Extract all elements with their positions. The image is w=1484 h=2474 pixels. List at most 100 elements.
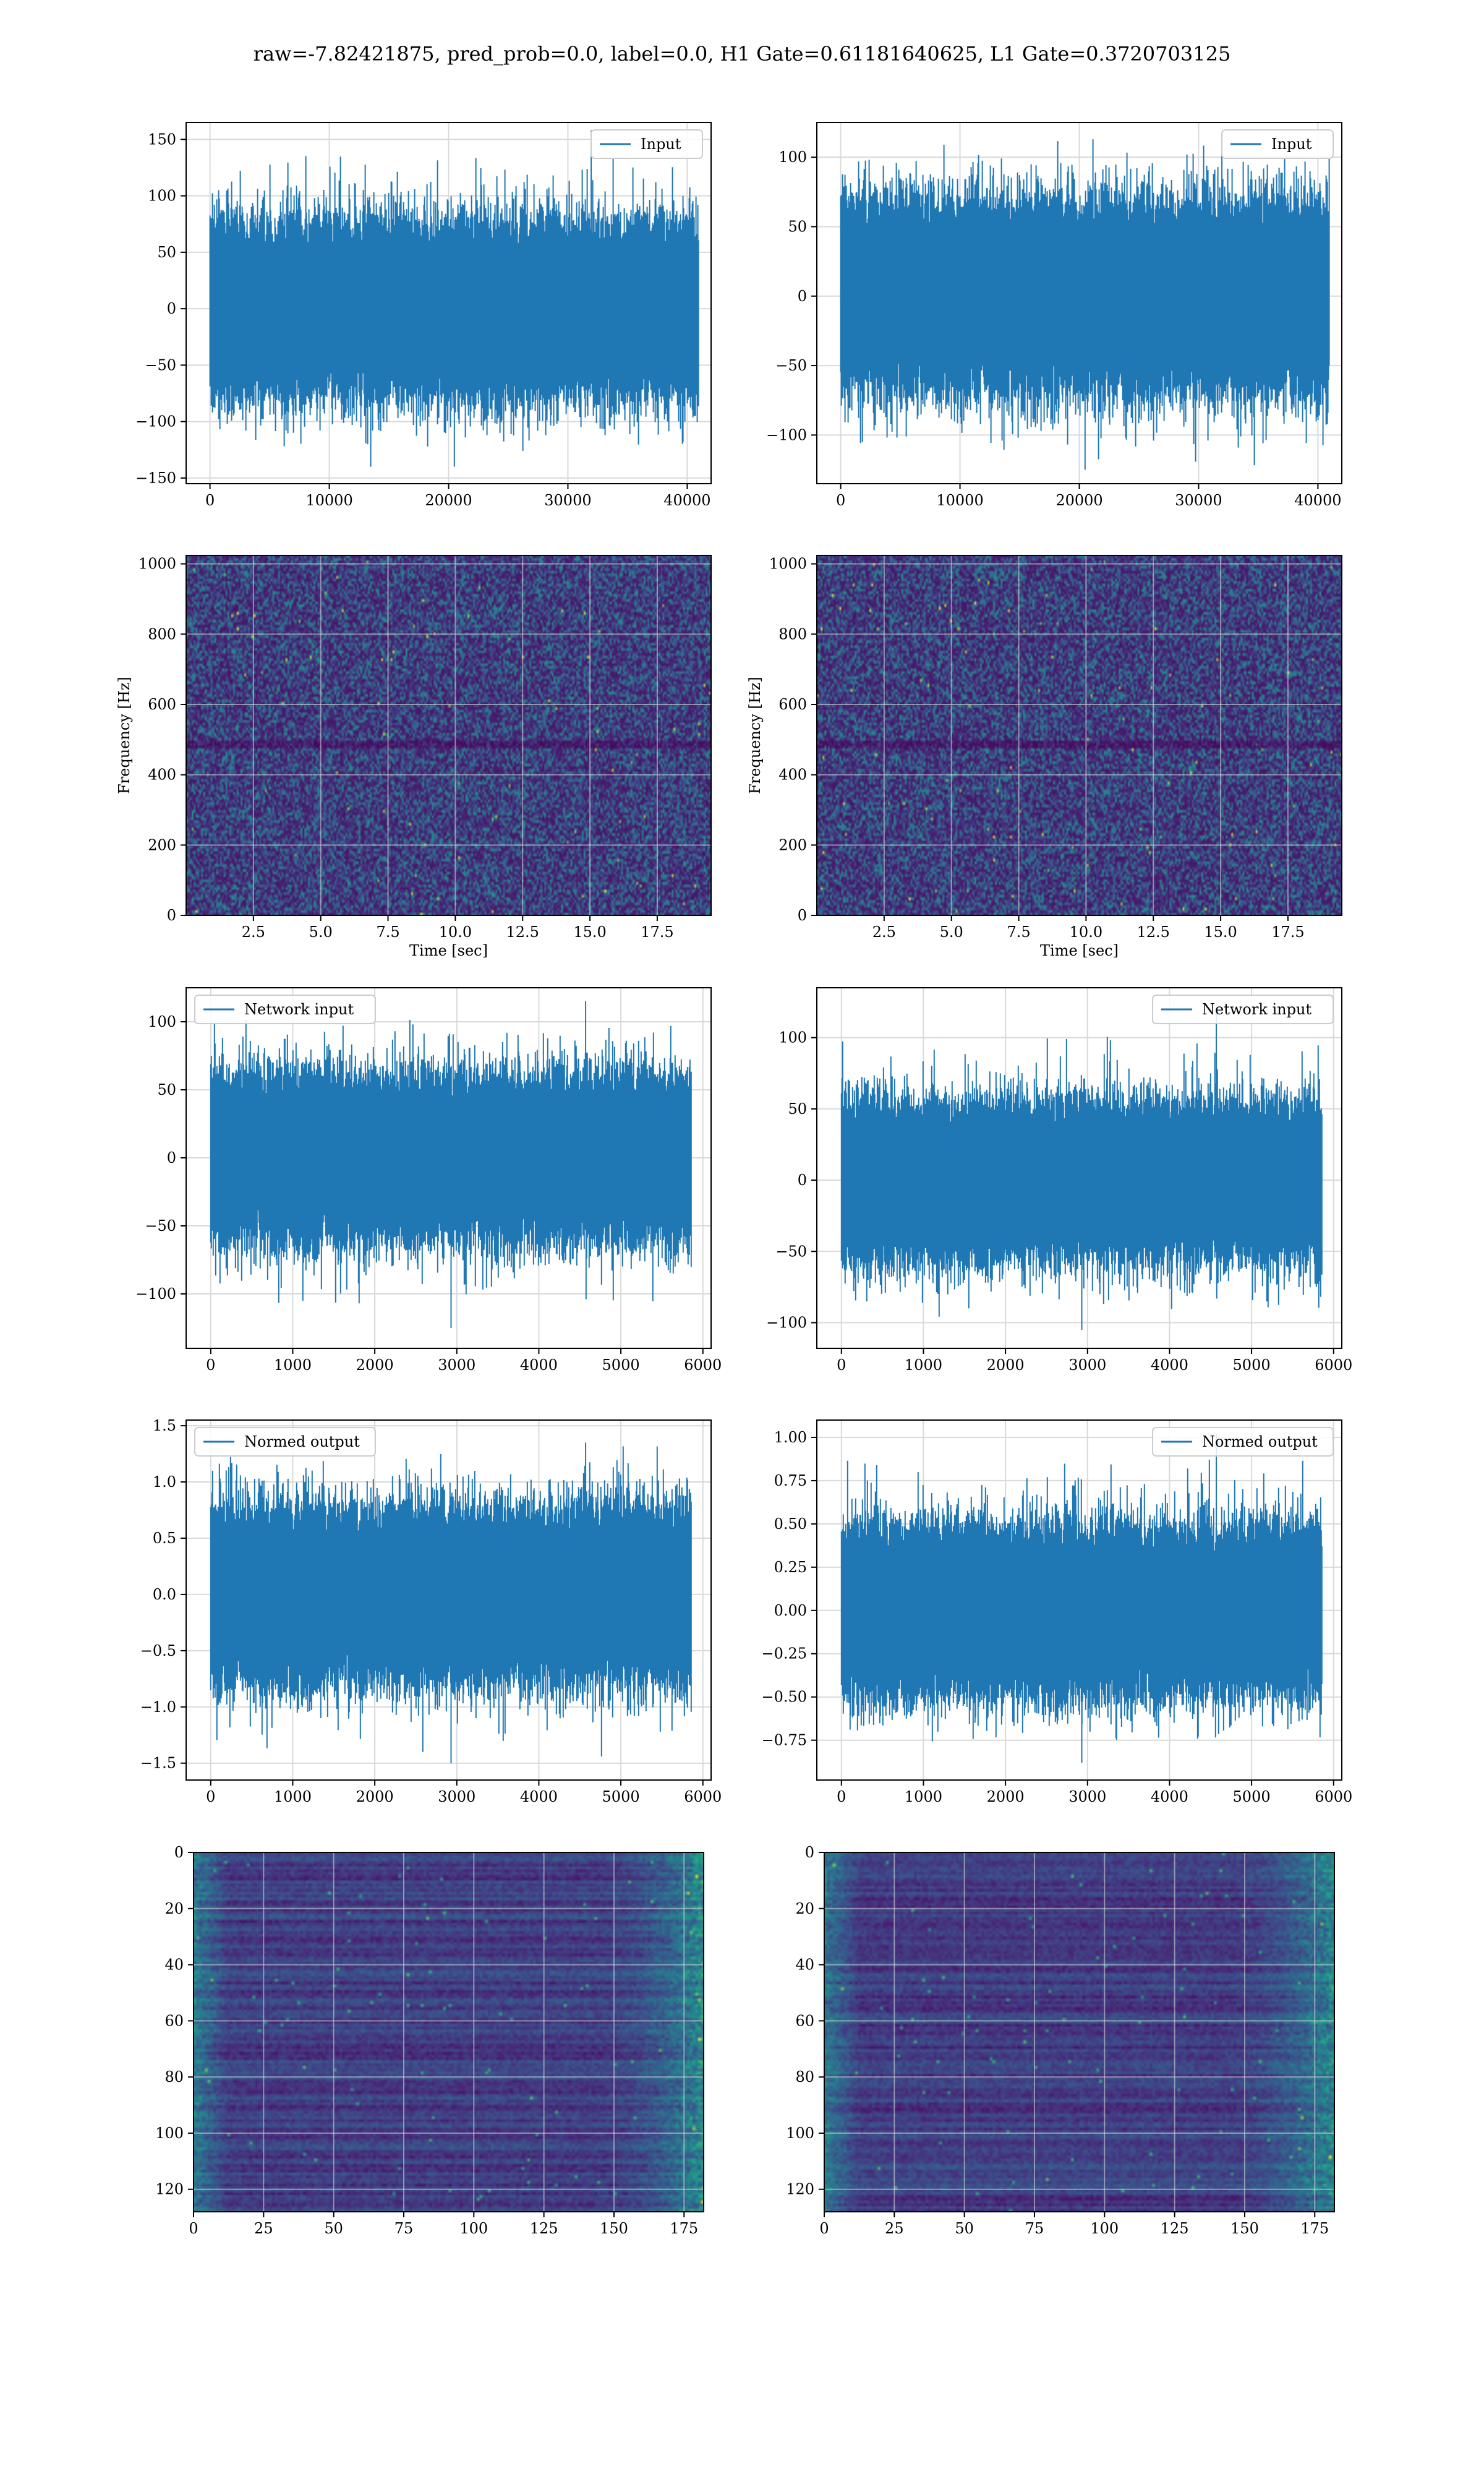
y-tick-label: 100 (786, 2125, 814, 2142)
y-tick-label: 0 (167, 300, 176, 317)
x-tick-label: 175 (670, 2220, 698, 2237)
spectrogram-h1-chart: 2.5 5.0 7.5 10.0 12.5 15.0 17.5 0 200 400 600 800 10… (116, 555, 712, 959)
x-tick-label: 75 (394, 2220, 414, 2237)
y-tick-label: −50 (775, 357, 807, 374)
y-axis-label: Frequency [Hz] (116, 677, 133, 794)
x-tick-label: 17.5 (641, 923, 673, 941)
x-tick-label: 25 (254, 2220, 273, 2237)
legend-label: Network input (244, 1001, 354, 1018)
x-tick-label: 7.5 (376, 923, 399, 941)
y-tick-label: −0.5 (140, 1642, 176, 1659)
y-tick-label: −0.25 (761, 1645, 807, 1663)
axes-frame (816, 987, 1342, 1349)
y-tick-label: 400 (148, 766, 176, 784)
y-tick-label: 400 (778, 766, 807, 784)
x-tick-label: 20000 (1055, 492, 1102, 509)
x-tick-label: 150 (1230, 2220, 1259, 2237)
x-tick-label: 7.5 (1007, 923, 1030, 941)
normed-output-h1-chart: 0 1000 2000 3000 4000 5000 6000 −1.5 −1.0 −0.5 0.0… (140, 1417, 722, 1805)
x-tick-label: 17.5 (1271, 923, 1304, 941)
x-tick-label: 1000 (905, 1788, 942, 1805)
network-input-l1-chart: 0 1000 2000 3000 4000 5000 6000 −100 −50 0 50 100 Ne… (766, 987, 1352, 1374)
x-tick-label: 40000 (663, 492, 710, 509)
x-tick-label: 15.0 (573, 923, 606, 941)
y-tick-label: 50 (788, 218, 807, 235)
y-tick-label: −0.75 (761, 1732, 807, 1749)
y-tick-label: 0 (798, 288, 807, 305)
normed-output-l1-chart: 0 1000 2000 3000 4000 5000 6000 −0.75 −0.50 −0.25… (761, 1419, 1352, 1805)
x-tick-label: 4000 (520, 1356, 558, 1374)
feature-map-l1-chart: 0 25 50 75 100 125 150 175 0 20 40 60 80 100 120 (786, 1844, 1335, 2237)
y-tick-label: 1.00 (774, 1429, 807, 1446)
x-tick-label: 5.0 (309, 923, 333, 941)
x-tick-label: 6000 (1315, 1356, 1352, 1374)
x-tick-label: 4000 (1151, 1356, 1188, 1374)
x-tick-label: 50 (324, 2220, 343, 2237)
x-tick-label: 1000 (274, 1788, 312, 1805)
x-tick-label: 150 (600, 2220, 628, 2237)
x-tick-label: 50 (955, 2220, 974, 2237)
y-tick-label: −100 (135, 1285, 176, 1303)
x-tick-label: 12.5 (1137, 923, 1170, 941)
axes-frame (824, 1852, 1335, 2212)
y-tick-label: 20 (795, 1900, 814, 1917)
y-tick-label: 120 (786, 2181, 814, 2198)
y-tick-label: 40 (164, 1956, 184, 1974)
heatmap-image (194, 1852, 704, 2212)
y-tick-label: 1000 (139, 555, 176, 573)
x-tick-label: 125 (530, 2220, 558, 2237)
x-tick-label: 2000 (356, 1788, 394, 1805)
x-tick-label: 40000 (1294, 492, 1341, 509)
x-tick-label: 10.0 (439, 923, 472, 941)
series-line (210, 1442, 692, 1763)
heatmap-image (817, 555, 1342, 915)
y-tick-label: 800 (148, 625, 176, 643)
x-tick-label: 30000 (1175, 492, 1222, 509)
axes-frame (193, 1852, 704, 2212)
y-tick-label: 0 (167, 907, 176, 924)
axes-frame (186, 555, 712, 916)
y-tick-label: 1.5 (153, 1417, 176, 1434)
x-tick-label: 125 (1161, 2220, 1189, 2237)
y-tick-label: 0 (798, 1171, 807, 1189)
y-tick-label: 0.75 (774, 1472, 807, 1489)
y-tick-label: 50 (157, 1081, 176, 1098)
legend-box (1152, 995, 1334, 1024)
x-tick-label: 0 (837, 1788, 846, 1805)
x-tick-label: 0 (206, 1356, 215, 1374)
spectrogram-l1-chart: 2.5 5.0 7.5 10.0 12.5 15.0 17.5 0 200 400 600 800 10… (746, 555, 1342, 959)
series-line (840, 134, 1330, 470)
y-tick-label: 800 (778, 625, 807, 643)
y-tick-label: −50 (145, 1217, 176, 1235)
x-tick-label: 12.5 (506, 923, 539, 941)
y-tick-label: 80 (795, 2068, 814, 2086)
y-tick-label: 0.5 (153, 1530, 176, 1547)
x-tick-label: 6000 (684, 1788, 722, 1805)
y-tick-label: 50 (157, 244, 176, 261)
legend-box (1152, 1427, 1334, 1457)
y-tick-label: 50 (788, 1100, 807, 1118)
y-tick-label: 100 (778, 148, 807, 166)
axes-frame (816, 1419, 1342, 1781)
axes-frame (186, 1419, 712, 1781)
legend-label: Normed output (1202, 1433, 1318, 1450)
x-tick-label: 10000 (936, 492, 983, 509)
y-tick-label: 150 (148, 131, 176, 148)
x-tick-label: 0 (189, 2220, 198, 2237)
x-tick-label: 0 (206, 1788, 215, 1805)
heatmap-image (824, 1852, 1334, 2212)
legend-label: Normed output (244, 1433, 360, 1450)
feature-map-h1-chart: 0 25 50 75 100 125 150 175 0 20 40 60 80 100 120 (155, 1844, 704, 2237)
y-tick-label: 100 (155, 2125, 184, 2142)
heatmap-image (186, 555, 711, 915)
x-tick-label: 10000 (305, 492, 352, 509)
y-tick-label: −1.5 (140, 1755, 176, 1772)
x-tick-label: 3000 (1068, 1788, 1106, 1805)
x-tick-label: 2000 (356, 1356, 394, 1374)
x-tick-label: 100 (1090, 2220, 1119, 2237)
y-tick-label: −50 (145, 356, 176, 374)
x-tick-label: 6000 (684, 1356, 722, 1374)
y-tick-label: 60 (164, 2012, 184, 2029)
legend-box (1221, 129, 1334, 159)
y-tick-label: 100 (778, 1029, 807, 1047)
